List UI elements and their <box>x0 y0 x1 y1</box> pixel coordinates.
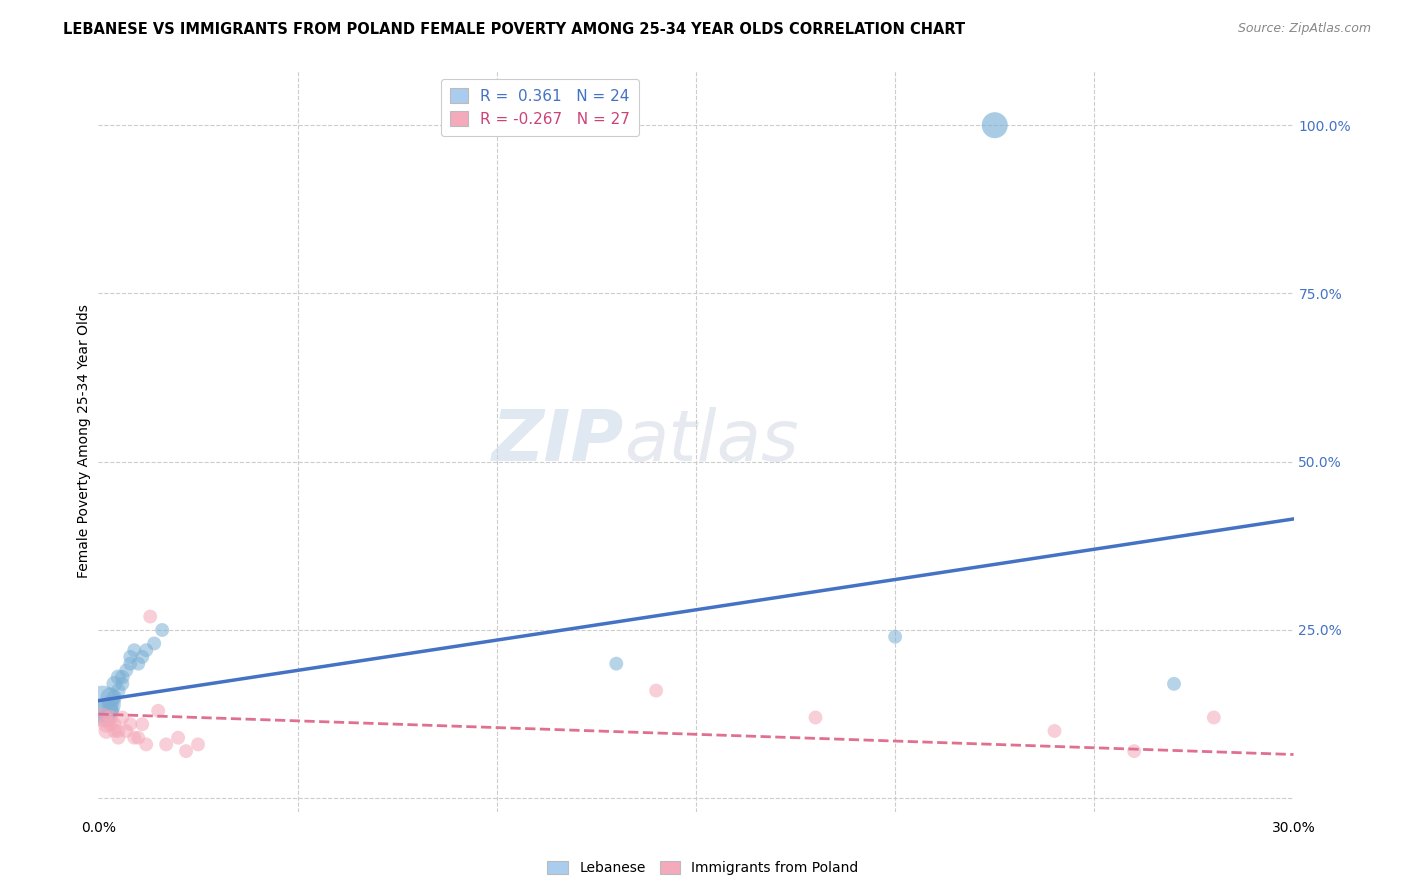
Point <box>127 731 149 745</box>
Point <box>111 710 134 724</box>
Text: Source: ZipAtlas.com: Source: ZipAtlas.com <box>1237 22 1371 36</box>
Point <box>107 670 129 684</box>
Text: LEBANESE VS IMMIGRANTS FROM POLAND FEMALE POVERTY AMONG 25-34 YEAR OLDS CORRELAT: LEBANESE VS IMMIGRANTS FROM POLAND FEMAL… <box>63 22 966 37</box>
Point <box>96 710 118 724</box>
Point <box>148 704 170 718</box>
Text: ZIP: ZIP <box>492 407 624 476</box>
Point <box>1123 744 1146 758</box>
Point <box>103 677 125 691</box>
Point <box>111 677 134 691</box>
Point <box>103 723 125 738</box>
Legend: Lebanese, Immigrants from Poland: Lebanese, Immigrants from Poland <box>541 855 865 880</box>
Point <box>984 118 1007 132</box>
Point <box>107 731 129 745</box>
Point <box>100 697 122 711</box>
Point <box>645 683 668 698</box>
Point <box>150 623 173 637</box>
Point <box>187 738 209 752</box>
Point <box>120 717 142 731</box>
Point <box>115 664 138 678</box>
Point <box>1043 723 1066 738</box>
Point <box>884 630 907 644</box>
Point <box>1202 710 1225 724</box>
Point <box>174 744 197 758</box>
Point <box>167 731 190 745</box>
Point <box>131 717 153 731</box>
Point <box>115 723 138 738</box>
Point <box>131 649 153 664</box>
Point <box>96 723 118 738</box>
Point <box>111 670 134 684</box>
Point <box>124 731 146 745</box>
Point <box>605 657 627 671</box>
Point <box>96 717 118 731</box>
Point <box>91 710 114 724</box>
Legend: R =  0.361   N = 24, R = -0.267   N = 27: R = 0.361 N = 24, R = -0.267 N = 27 <box>440 79 640 136</box>
Point <box>103 690 125 705</box>
Point <box>155 738 177 752</box>
Y-axis label: Female Poverty Among 25-34 Year Olds: Female Poverty Among 25-34 Year Olds <box>77 304 91 579</box>
Point <box>91 697 114 711</box>
Point <box>120 649 142 664</box>
Point <box>100 704 122 718</box>
Point <box>100 690 122 705</box>
Point <box>124 643 146 657</box>
Point <box>135 738 157 752</box>
Point <box>127 657 149 671</box>
Point <box>100 717 122 731</box>
Point <box>139 609 162 624</box>
Point <box>107 723 129 738</box>
Point <box>100 710 122 724</box>
Point <box>107 683 129 698</box>
Text: atlas: atlas <box>624 407 799 476</box>
Point <box>103 717 125 731</box>
Point <box>804 710 827 724</box>
Point <box>1163 677 1185 691</box>
Point <box>135 643 157 657</box>
Point <box>96 704 118 718</box>
Point <box>143 636 166 650</box>
Point <box>120 657 142 671</box>
